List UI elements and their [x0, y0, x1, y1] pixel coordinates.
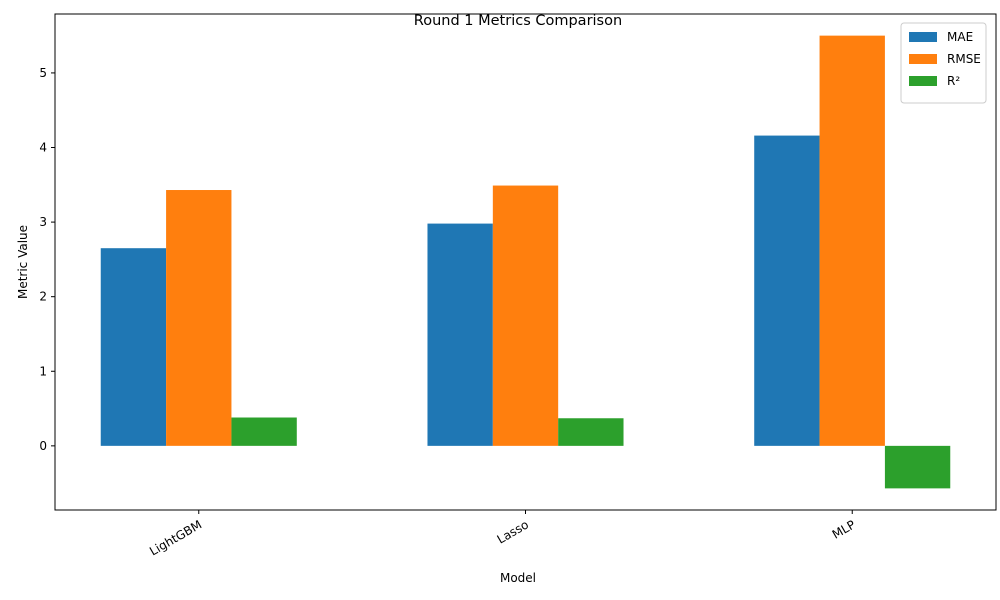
legend-label-r2: R² — [947, 74, 960, 88]
bars-group — [100, 35, 951, 489]
y-axis-label: Metric Value — [16, 225, 30, 299]
legend-label-rmse: RMSE — [947, 52, 981, 66]
bar-r2-lightgbm — [231, 417, 297, 446]
bar-r2-lasso — [558, 418, 624, 446]
chart-title: Round 1 Metrics Comparison — [414, 13, 622, 29]
legend-swatch-mae — [909, 32, 937, 42]
y-tick-label: 1 — [39, 364, 47, 378]
bar-rmse-lightgbm — [166, 190, 232, 446]
bar-r2-mlp — [884, 445, 951, 489]
bar-rmse-mlp — [819, 35, 885, 446]
y-tick-label: 5 — [39, 66, 47, 80]
bar-mae-lightgbm — [100, 248, 167, 446]
legend-swatch-rmse — [909, 54, 937, 64]
y-tick-label: 4 — [39, 141, 47, 155]
legend: MAE RMSE R² — [900, 22, 987, 104]
y-axis: 0 1 2 3 4 5 — [39, 66, 55, 453]
legend-label-mae: MAE — [947, 30, 973, 44]
x-axis-label: Model — [500, 571, 536, 585]
legend-swatch-r2 — [909, 76, 937, 86]
y-tick-label: 2 — [39, 290, 47, 304]
bar-rmse-lasso — [492, 185, 559, 446]
bar-mae-lasso — [427, 223, 493, 446]
y-tick-label: 0 — [39, 439, 47, 453]
y-tick-label: 3 — [39, 215, 47, 229]
bar-mae-mlp — [754, 135, 820, 446]
